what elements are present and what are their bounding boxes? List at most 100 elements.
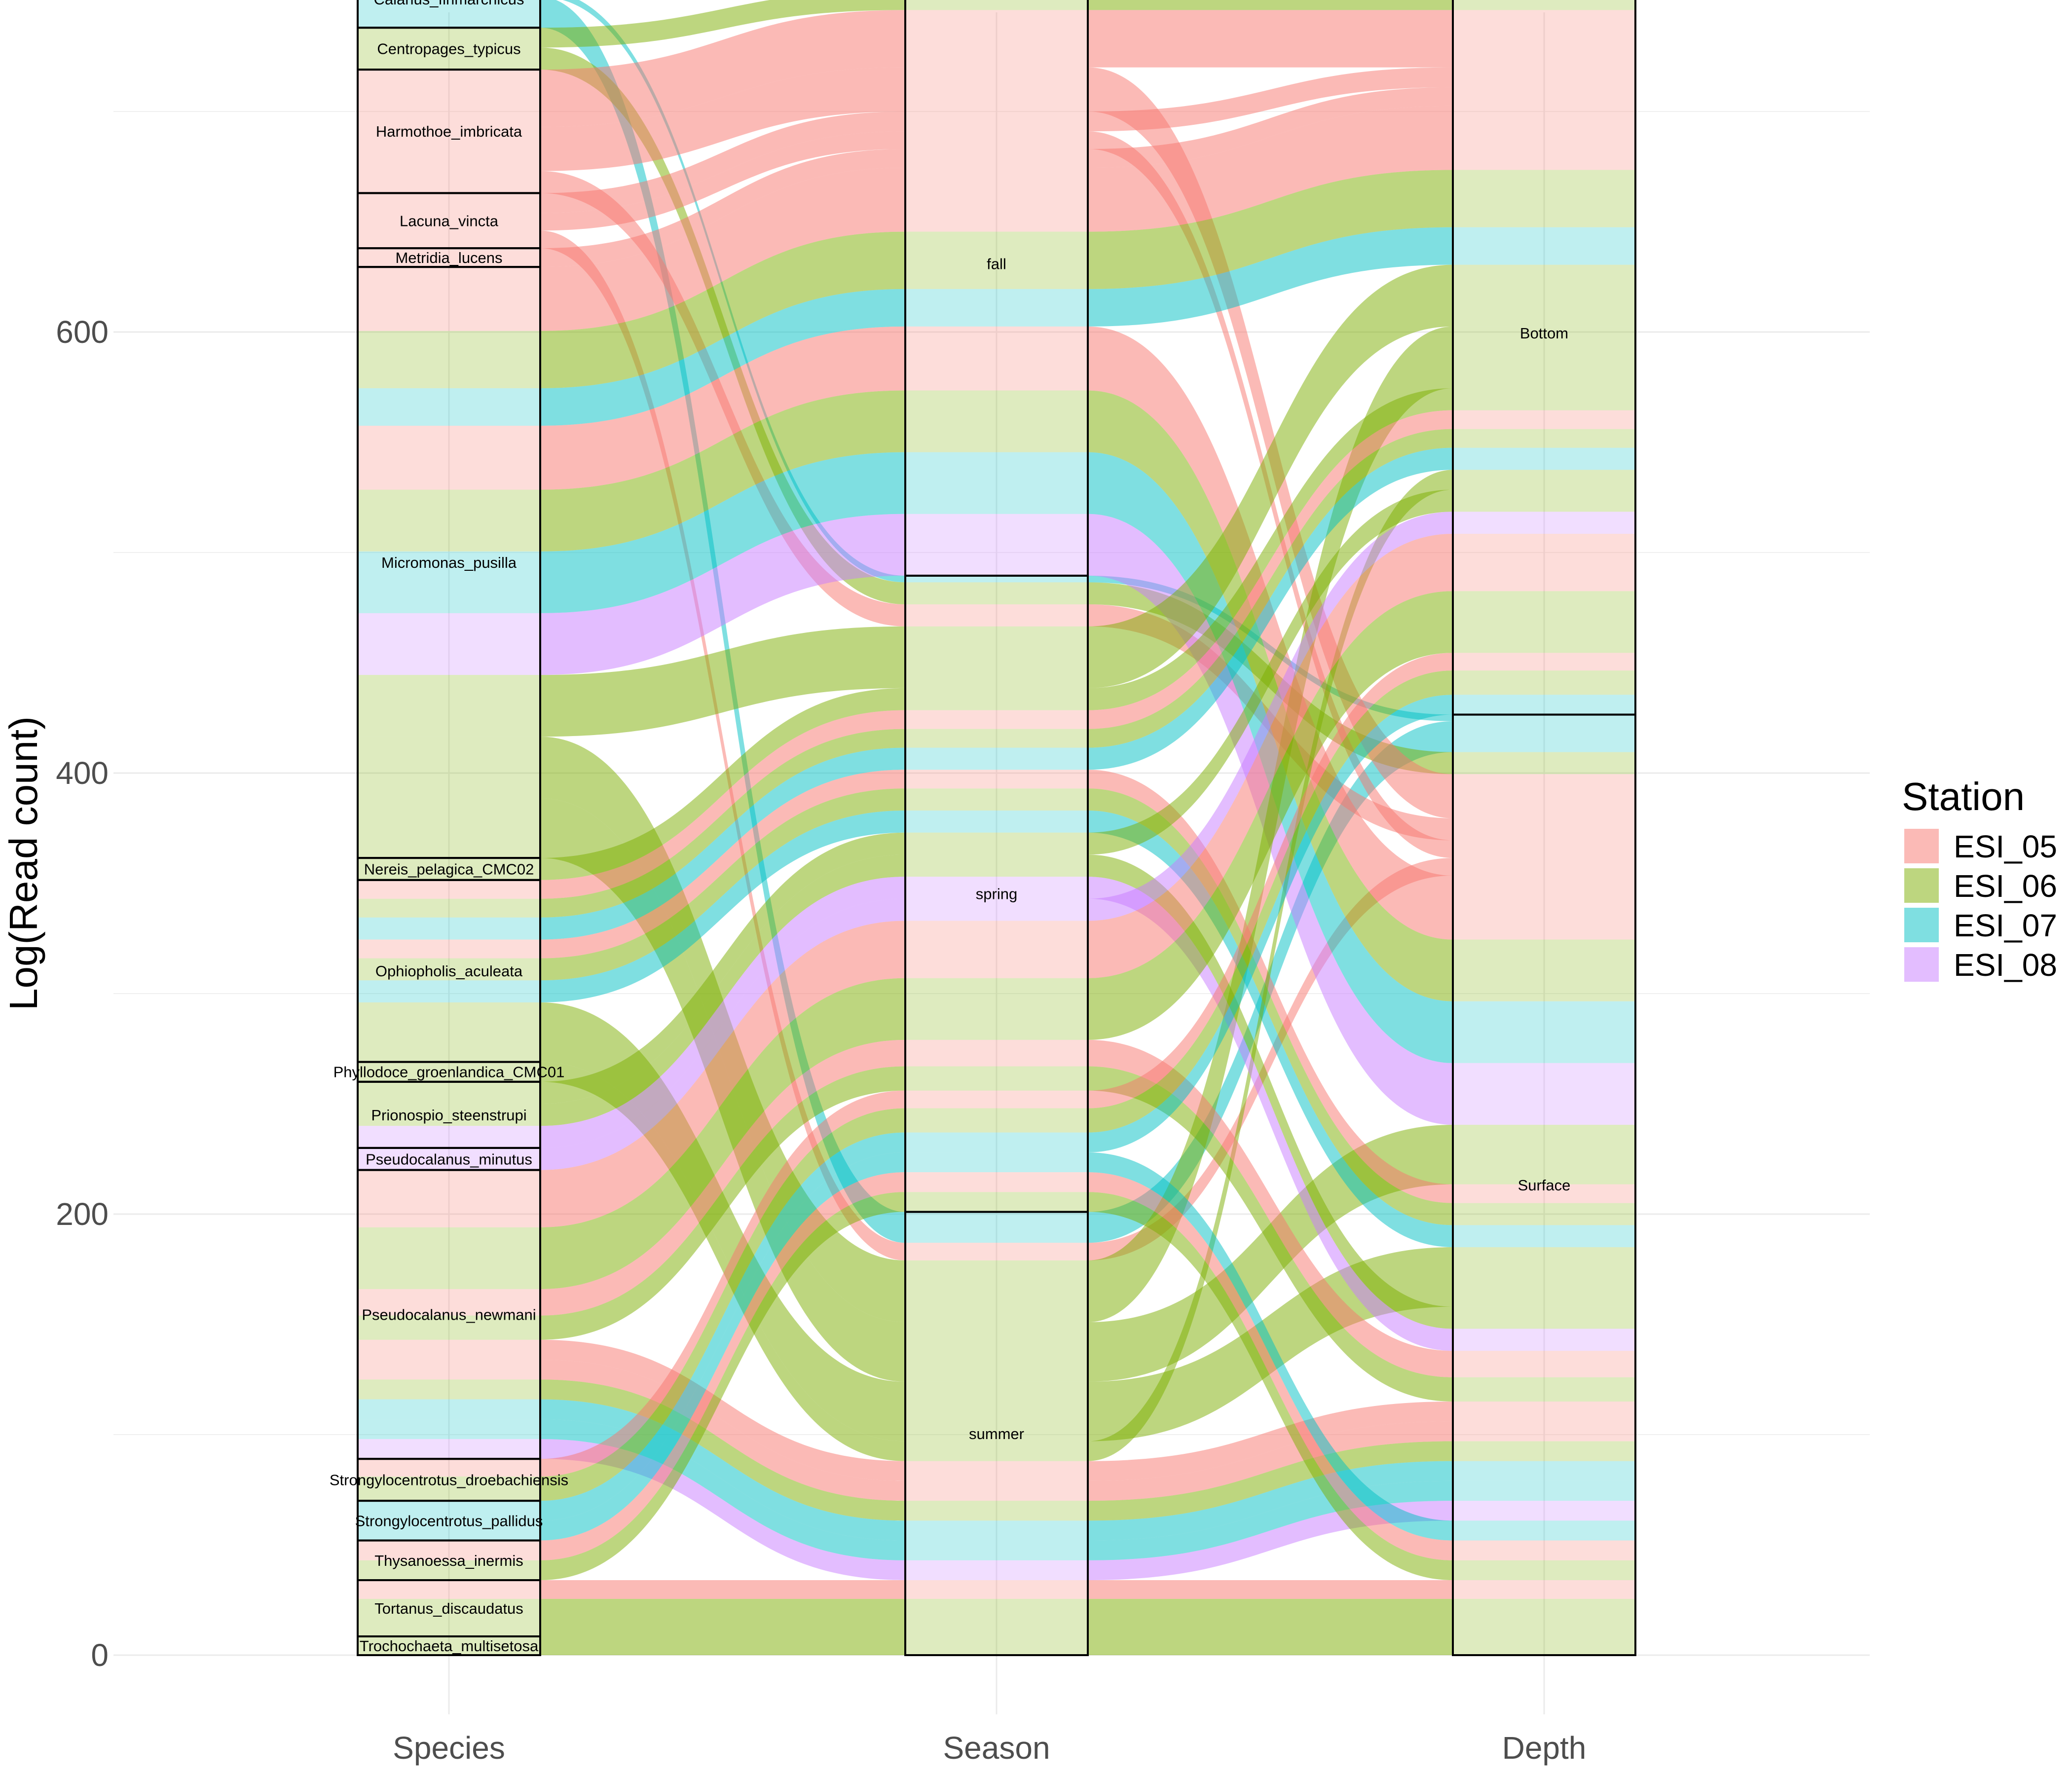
lode-esi-06 bbox=[358, 1315, 540, 1340]
flow-esi-06 bbox=[540, 231, 905, 388]
lode-esi-06 bbox=[905, 1108, 1088, 1133]
lode-esi-06 bbox=[1453, 1441, 1635, 1461]
lode-esi-06 bbox=[358, 489, 540, 552]
lode-esi-07 bbox=[1453, 721, 1635, 752]
stratum-label-prionospio-steenstrupi: Prionospio_steenstrupi bbox=[371, 1107, 526, 1124]
stratum-label-ophiopholis-aculeata: Ophiopholis_aculeata bbox=[375, 962, 523, 980]
flow-esi-06 bbox=[1088, 788, 1453, 1225]
lode-esi-05 bbox=[358, 1289, 540, 1316]
legend-swatch-esi-07 bbox=[1904, 908, 1939, 942]
lode-esi-05 bbox=[1453, 87, 1635, 106]
legend-swatch-esi-05 bbox=[1904, 829, 1939, 863]
flow-esi-05 bbox=[540, 111, 905, 213]
lode-esi-06 bbox=[905, 231, 1088, 289]
lode-esi-08 bbox=[1453, 1501, 1635, 1521]
lode-esi-07 bbox=[358, 980, 540, 1002]
legend-label-esi-08: ESI_08 bbox=[1954, 947, 2057, 983]
stratum-summer bbox=[904, 1211, 1089, 1656]
lode-esi-05 bbox=[358, 171, 540, 193]
lode-esi-06 bbox=[905, 1441, 1088, 1461]
lode-esi-05 bbox=[358, 1170, 540, 1227]
flow-esi-05 bbox=[540, 67, 905, 171]
flow-esi-08 bbox=[1088, 877, 1453, 1351]
lode-esi-06 bbox=[1453, 1599, 1635, 1618]
lode-esi-07 bbox=[358, 1399, 540, 1419]
lode-esi-06 bbox=[1453, 1203, 1635, 1225]
lode-esi-05 bbox=[905, 604, 1088, 627]
lode-esi-06 bbox=[358, 1104, 540, 1126]
flow-esi-05 bbox=[1088, 1401, 1453, 1481]
flow-esi-06 bbox=[1088, 1618, 1453, 1637]
flow-esi-06 bbox=[1088, 470, 1453, 1461]
flow-esi-08 bbox=[540, 898, 905, 1170]
lode-esi-08 bbox=[1453, 1063, 1635, 1125]
lode-esi-07 bbox=[1453, 714, 1635, 721]
lode-esi-06 bbox=[1453, 429, 1635, 448]
flow-esi-05 bbox=[1088, 87, 1453, 168]
lode-esi-07 bbox=[1453, 1225, 1635, 1248]
lode-esi-05 bbox=[1453, 534, 1635, 592]
legend-swatch-esi-08 bbox=[1904, 947, 1939, 982]
stratum-trochochaeta-multisetosa bbox=[357, 1635, 541, 1656]
lode-esi-05 bbox=[905, 1480, 1088, 1501]
flow-esi-06 bbox=[1088, 1441, 1453, 1521]
lode-esi-07 bbox=[358, 0, 540, 28]
lode-esi-07 bbox=[358, 917, 540, 940]
flow-esi-05 bbox=[1088, 67, 1453, 818]
flow-esi-06 bbox=[540, 688, 905, 880]
flow-esi-08 bbox=[540, 1439, 905, 1581]
lode-esi-05 bbox=[1453, 106, 1635, 170]
flow-esi-06 bbox=[540, 0, 905, 48]
flow-esi-06 bbox=[1088, 0, 1453, 10]
lode-esi-06 bbox=[358, 1002, 540, 1062]
lode-esi-05 bbox=[1453, 840, 1635, 858]
lode-esi-05 bbox=[905, 131, 1088, 149]
lode-esi-06 bbox=[358, 1081, 540, 1104]
lode-esi-06 bbox=[358, 737, 540, 799]
lode-esi-06 bbox=[1453, 388, 1635, 410]
flow-esi-06 bbox=[540, 390, 905, 552]
flow-esi-05 bbox=[1088, 1421, 1453, 1501]
flow-esi-06 bbox=[1088, 264, 1453, 688]
lode-esi-06 bbox=[905, 832, 1088, 855]
flow-esi-05 bbox=[1088, 410, 1453, 729]
lode-esi-06 bbox=[905, 978, 1088, 1040]
flow-esi-06 bbox=[540, 729, 905, 918]
lode-esi-05 bbox=[905, 67, 1088, 111]
flow-esi-06 bbox=[1088, 489, 1453, 855]
lode-esi-06 bbox=[905, 582, 1088, 605]
lode-esi-05 bbox=[358, 939, 540, 959]
lode-esi-05 bbox=[358, 213, 540, 231]
lode-esi-08 bbox=[905, 514, 1088, 576]
lode-esi-06 bbox=[358, 858, 540, 880]
lode-esi-06 bbox=[1453, 752, 1635, 775]
lode-esi-05 bbox=[905, 1243, 1088, 1260]
stratum-label-phyllodoce-groenlandica-cmc01: Phyllodoce_groenlandica_CMC01 bbox=[333, 1064, 565, 1081]
flow-esi-05 bbox=[1088, 1172, 1453, 1560]
lode-esi-05 bbox=[905, 710, 1088, 729]
lode-esi-05 bbox=[358, 1360, 540, 1380]
lode-esi-08 bbox=[905, 898, 1088, 921]
lode-esi-06 bbox=[905, 854, 1088, 877]
lode-esi-05 bbox=[1453, 1580, 1635, 1599]
lode-esi-07 bbox=[1453, 1480, 1635, 1501]
y-tick-label: 0 bbox=[91, 1637, 109, 1673]
legend-label-esi-06: ESI_06 bbox=[1954, 868, 2057, 904]
flow-esi-05 bbox=[1088, 858, 1453, 1260]
lode-esi-08 bbox=[358, 1126, 540, 1148]
lode-esi-06 bbox=[358, 898, 540, 918]
lode-esi-05 bbox=[358, 70, 540, 127]
lode-esi-06 bbox=[1453, 170, 1635, 227]
flow-esi-06 bbox=[1088, 591, 1453, 1040]
lode-esi-05 bbox=[1453, 1540, 1635, 1560]
lode-esi-06 bbox=[358, 675, 540, 737]
flow-esi-06 bbox=[540, 1599, 905, 1618]
lode-esi-06 bbox=[358, 1379, 540, 1400]
lode-esi-06 bbox=[358, 1476, 540, 1501]
flow-esi-06 bbox=[540, 854, 905, 1126]
lode-esi-07 bbox=[905, 289, 1088, 327]
flow-esi-06 bbox=[1088, 429, 1453, 748]
lode-esi-07 bbox=[905, 1212, 1088, 1243]
lode-esi-06 bbox=[1453, 939, 1635, 1001]
lode-esi-07 bbox=[358, 388, 540, 426]
